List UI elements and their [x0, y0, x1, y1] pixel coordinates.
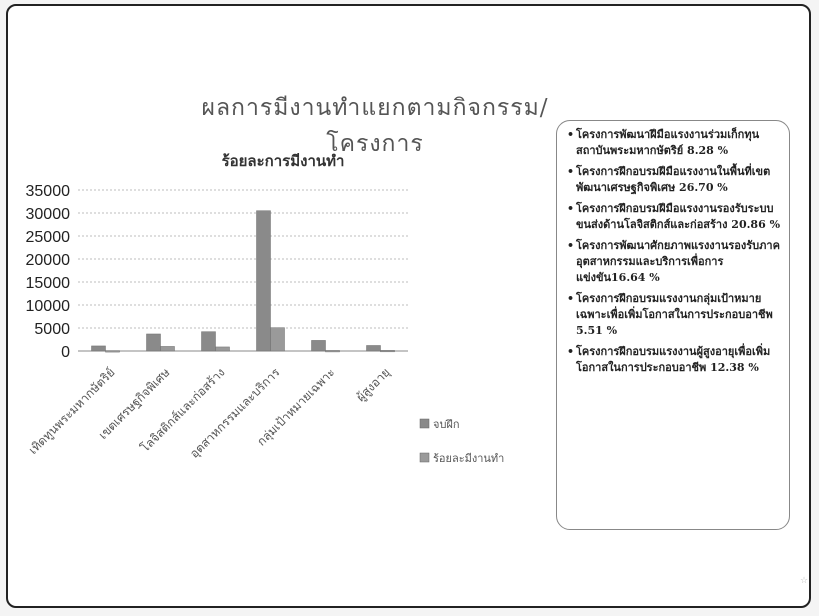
- legend-label: ร้อยละมีงานทำ: [433, 452, 504, 465]
- bar-employed: [270, 327, 285, 352]
- legend-label: จบฝึก: [433, 418, 460, 431]
- y-tick-label: 10000: [26, 298, 71, 315]
- x-tick-label: เทิดทูนพระมหากษัตริย์: [26, 365, 118, 457]
- summary-item: โครงการฝึกอบรมฝีมือแรงงานในพื้นที่เขตพัฒ…: [567, 164, 783, 196]
- bar-employed: [160, 346, 175, 352]
- corner-mark: ☆: [800, 576, 809, 586]
- summary-item: โครงการพัฒนาฝีมือแรงงานร่วมเก็กทุนสถาบัน…: [567, 127, 783, 159]
- summary-item: โครงการพัฒนาศักยภาพแรงงานรองรับภาคอุตสาห…: [567, 238, 783, 286]
- x-tick-label: อุตสาหกรรมและบริการ: [187, 365, 284, 462]
- y-tick-label: 25000: [26, 229, 71, 246]
- bar-trained: [366, 345, 381, 352]
- legend-swatch: [419, 418, 430, 429]
- chart-title: ร้อยละการมีงานทำ: [222, 152, 345, 170]
- x-tick-label: ผู้สูงอายุ: [354, 365, 394, 405]
- y-tick-label: 5000: [34, 321, 70, 338]
- slide-title: ผลการมีงานทำแยกตามกิจกรรม/โครงการ: [201, 95, 549, 157]
- y-tick-label: 15000: [26, 275, 71, 292]
- summary-item: โครงการฝึกอบรมแรงงานกลุ่มเป้าหมายเฉพาะเพ…: [567, 291, 783, 339]
- bar-trained: [91, 345, 106, 352]
- summary-item: โครงการฝึกอบรมแรงงานผู้สูงอายุเพื่อเพิ่ม…: [567, 344, 783, 376]
- bar-employed: [380, 350, 395, 353]
- summary-item: โครงการฝึกอบรมฝีมือแรงงานรองรับระบบขนส่ง…: [567, 201, 783, 233]
- y-tick-label: 0: [61, 344, 70, 361]
- y-tick-label: 35000: [26, 183, 71, 200]
- legend-swatch: [419, 452, 430, 463]
- bar-employed: [325, 350, 340, 353]
- bar-trained: [256, 210, 271, 352]
- bar-trained: [146, 333, 161, 352]
- bar-trained: [201, 331, 216, 352]
- y-tick-label: 20000: [26, 252, 71, 269]
- bar-employed: [215, 346, 230, 352]
- summary-panel: โครงการพัฒนาฝีมือแรงงานร่วมเก็กทุนสถาบัน…: [556, 120, 790, 530]
- bar-employed: [105, 350, 120, 353]
- summary-list: โครงการพัฒนาฝีมือแรงงานร่วมเก็กทุนสถาบัน…: [567, 127, 783, 376]
- bar-trained: [311, 340, 326, 352]
- y-tick-label: 30000: [26, 206, 71, 223]
